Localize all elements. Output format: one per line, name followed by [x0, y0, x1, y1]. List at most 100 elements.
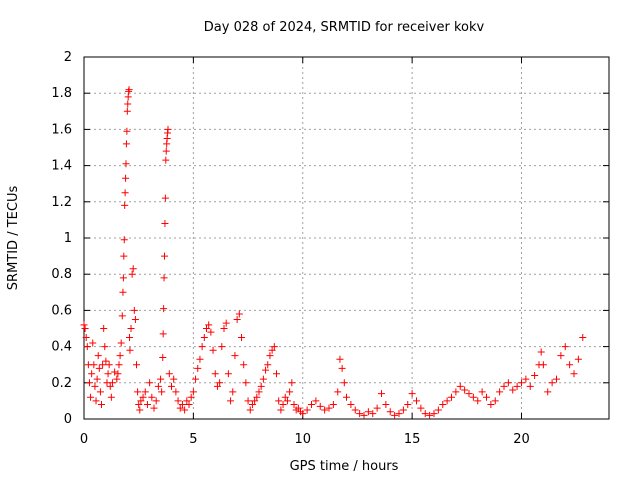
data-point — [329, 401, 337, 409]
data-point — [413, 397, 420, 405]
data-point — [248, 401, 256, 409]
data-point — [340, 379, 348, 387]
data-point — [187, 393, 195, 401]
data-point — [120, 252, 128, 260]
data-point — [119, 288, 127, 296]
data-point — [399, 406, 407, 414]
data-point — [430, 410, 438, 418]
data-point — [122, 160, 130, 168]
data-point — [404, 401, 412, 409]
data-point — [244, 397, 252, 405]
data-point — [95, 364, 103, 372]
data-point — [443, 397, 451, 405]
data-point — [154, 382, 162, 390]
y-tick-label: 0.8 — [51, 267, 72, 282]
data-point — [139, 393, 147, 401]
data-point — [158, 388, 166, 396]
data-point — [222, 319, 230, 327]
data-point — [483, 393, 490, 401]
data-point — [347, 401, 355, 409]
data-point — [125, 86, 133, 94]
data-point — [231, 352, 239, 360]
data-point — [88, 370, 96, 378]
data-point — [378, 390, 385, 398]
y-tick-label: 0 — [64, 412, 72, 427]
data-point — [141, 388, 149, 396]
data-point — [238, 334, 245, 342]
data-point — [266, 352, 274, 360]
data-point — [174, 397, 182, 405]
data-point — [161, 252, 168, 260]
data-point — [522, 375, 530, 383]
data-point — [200, 334, 208, 342]
data-point — [160, 305, 168, 313]
data-point — [162, 147, 170, 155]
data-point — [209, 346, 217, 354]
data-point — [478, 388, 486, 396]
data-point — [92, 397, 100, 405]
data-point — [83, 343, 91, 351]
data-point — [131, 315, 139, 323]
data-point — [286, 388, 294, 396]
data-point — [134, 388, 142, 396]
data-point — [120, 236, 128, 244]
data-point — [121, 189, 129, 197]
data-point — [157, 375, 165, 383]
data-point — [100, 325, 108, 332]
data-point — [434, 406, 442, 414]
data-point — [82, 334, 90, 342]
data-point — [111, 368, 119, 376]
data-point — [161, 220, 169, 228]
data-point — [513, 382, 521, 390]
data-point — [87, 393, 95, 401]
data-point — [192, 375, 200, 383]
data-point — [561, 343, 569, 351]
data-point — [548, 379, 556, 387]
data-point — [122, 140, 130, 148]
y-tick-label: 0.2 — [51, 376, 72, 391]
data-point — [148, 393, 156, 401]
data-point — [135, 401, 143, 409]
data-point — [189, 388, 197, 396]
data-point — [277, 406, 285, 414]
data-point — [531, 372, 539, 380]
data-point — [99, 361, 107, 369]
data-point — [227, 397, 235, 405]
data-point — [364, 408, 372, 416]
data-point — [229, 388, 237, 396]
data-point — [242, 379, 250, 387]
data-point — [178, 401, 186, 409]
y-tick-label: 2 — [64, 50, 72, 65]
data-point — [129, 265, 137, 273]
y-tick-label: 1.8 — [51, 86, 72, 101]
data-point — [259, 375, 267, 383]
data-point — [426, 411, 434, 419]
data-point — [351, 406, 359, 414]
data-point — [115, 361, 123, 369]
data-point — [439, 401, 447, 409]
data-point — [123, 127, 131, 135]
data-point — [113, 375, 121, 383]
data-point — [270, 343, 278, 351]
data-point — [369, 410, 377, 418]
data-point — [136, 406, 144, 414]
data-point — [360, 411, 368, 419]
data-point — [207, 328, 215, 336]
grid-layer — [84, 57, 609, 419]
data-point — [421, 410, 429, 418]
data-point — [203, 325, 210, 332]
data-point — [181, 406, 189, 414]
data-point — [325, 404, 333, 412]
data-point — [216, 379, 224, 387]
x-tick-label: 10 — [294, 432, 311, 447]
data-point — [279, 401, 287, 409]
x-tick-label: 5 — [189, 432, 197, 447]
data-point — [570, 370, 578, 378]
data-point — [114, 370, 122, 378]
data-point — [553, 375, 560, 383]
data-point — [343, 393, 350, 401]
data-point — [198, 343, 206, 351]
data-point — [81, 325, 89, 332]
data-point — [395, 410, 403, 418]
